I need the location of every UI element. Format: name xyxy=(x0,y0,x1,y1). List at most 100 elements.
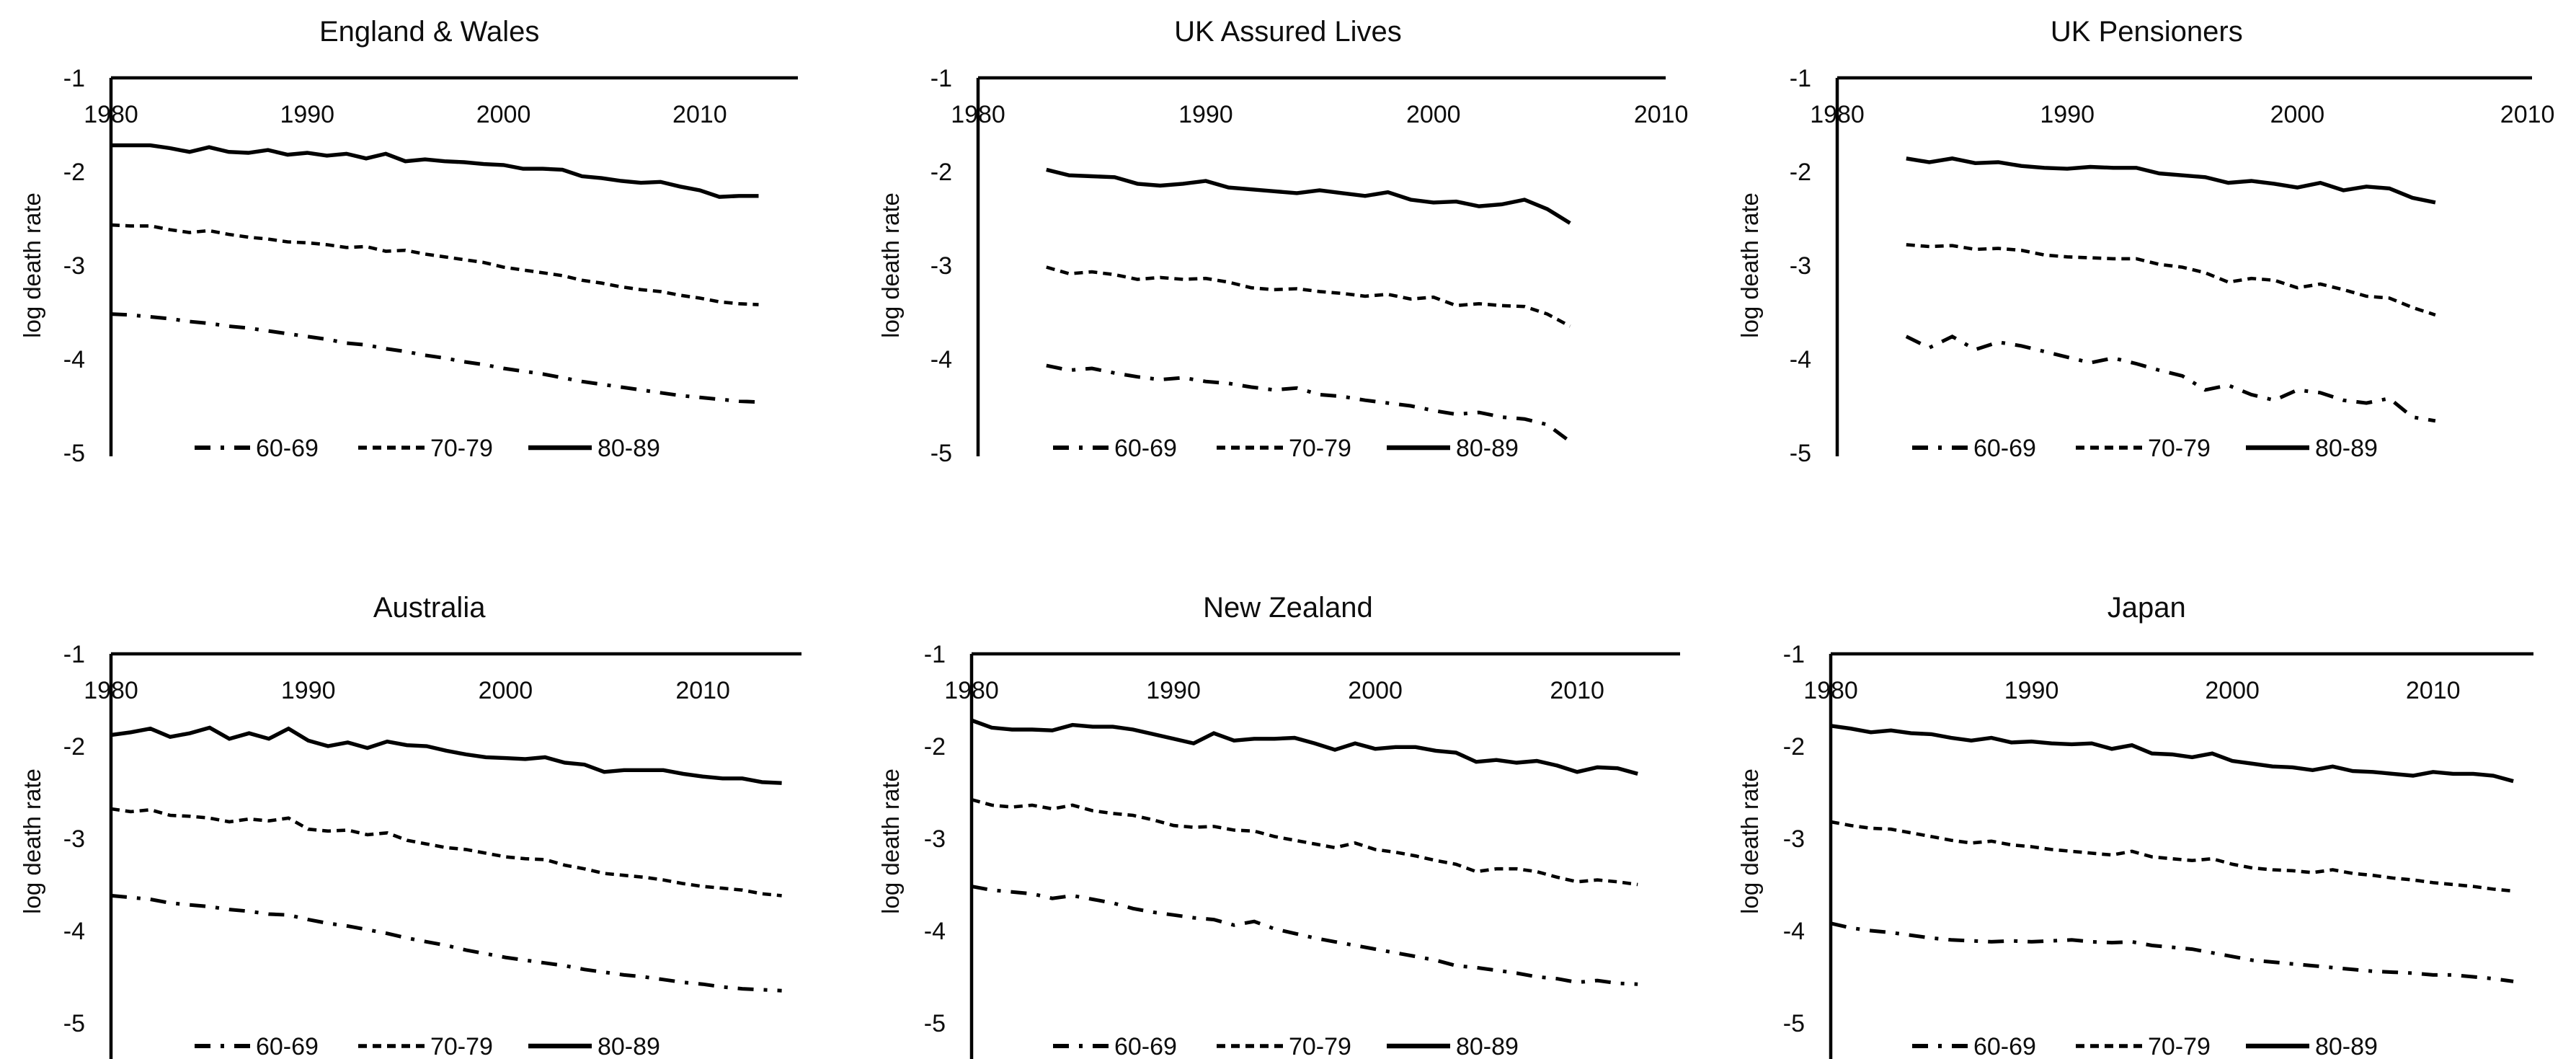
legend-label: 80-89 xyxy=(598,1032,660,1059)
y-tick-label: -4 xyxy=(63,917,85,944)
y-axis-title: log death rate xyxy=(877,192,904,338)
y-tick-label: -3 xyxy=(1782,825,1804,852)
y-tick-label: -1 xyxy=(63,641,85,668)
x-tick-label: 2010 xyxy=(1634,101,1689,128)
legend-label: 70-79 xyxy=(430,435,493,462)
y-tick-label: -2 xyxy=(1782,733,1804,761)
plot-area: -1 -2 -3 -4 -5 1980 1990 2000 2010 log death rate… xyxy=(1736,641,2533,1059)
chart-new-zealand: New Zealand -1 -2 -3 -4 -5 1980 1990 2000 2010 lo… xyxy=(858,530,1717,1059)
y-tick-label: -1 xyxy=(63,65,85,92)
x-tick-label: 1990 xyxy=(280,101,334,128)
y-tick-label: -3 xyxy=(63,252,85,280)
x-tick-label: 2000 xyxy=(476,101,531,128)
legend-label: 60-69 xyxy=(256,435,319,462)
x-tick-label: 2010 xyxy=(675,677,730,704)
legend-label: 70-79 xyxy=(430,1032,493,1059)
series-line-60-69 xyxy=(110,893,782,993)
chart-title: UK Assured Lives xyxy=(1174,16,1402,48)
x-tick-label: 2000 xyxy=(2205,677,2260,704)
y-tick-label: -4 xyxy=(924,917,946,944)
series-line-60-69 xyxy=(1830,921,2514,983)
x-tick-label: 1980 xyxy=(951,101,1005,128)
legend-label: 60-69 xyxy=(1114,435,1177,462)
y-tick-label: -4 xyxy=(1782,917,1804,944)
x-tick-label: 1990 xyxy=(2040,101,2095,128)
series-line-70-79 xyxy=(1906,243,2436,317)
series-line-80-89 xyxy=(110,725,782,785)
x-tick-label: 2010 xyxy=(672,101,727,128)
x-tick-label: 1990 xyxy=(1147,677,1202,704)
x-tick-label: 2000 xyxy=(479,677,533,704)
series-line-80-89 xyxy=(971,718,1639,776)
y-tick-label: -1 xyxy=(924,641,946,668)
y-tick-label: -5 xyxy=(931,440,952,467)
y-tick-label: -3 xyxy=(63,825,85,852)
x-tick-label: 2010 xyxy=(2500,101,2554,128)
legend-label: 60-69 xyxy=(1114,1032,1177,1059)
chart-japan: Japan -1 -2 -3 -4 -5 1980 1990 2000 2010 log deat… xyxy=(1718,530,2576,1059)
legend-label: 70-79 xyxy=(2148,1032,2211,1059)
legend-label: 80-89 xyxy=(1456,1032,1519,1059)
legend-label: 70-79 xyxy=(1289,435,1351,462)
chart-uk-assured-lives: UK Assured Lives -1 -2 -3 -4 -5 1980 1990 2000 2… xyxy=(858,0,1717,530)
chart-title: UK Pensioners xyxy=(2050,16,2243,48)
y-tick-label: -5 xyxy=(1789,440,1811,467)
legend-label: 60-69 xyxy=(1973,435,2036,462)
series-line-60-69 xyxy=(110,312,759,404)
y-tick-label: -4 xyxy=(931,346,952,373)
x-tick-label: 2000 xyxy=(1406,101,1461,128)
series-line-60-69 xyxy=(971,884,1638,986)
plot-area: -1 -2 -3 -4 -5 1980 1990 2000 2010 log death rate… xyxy=(19,641,801,1059)
y-axis-title: log death rate xyxy=(1736,192,1763,338)
series-line-70-79 xyxy=(1046,265,1571,328)
legend-label: 80-89 xyxy=(598,435,660,462)
chart-australia: Australia -1 -2 -3 -4 -5 1980 1990 2000 2010 log … xyxy=(0,530,858,1059)
series-line-70-79 xyxy=(1830,820,2513,892)
y-tick-label: -5 xyxy=(1782,1009,1804,1037)
y-tick-label: -3 xyxy=(931,252,952,280)
series-line-70-79 xyxy=(971,797,1638,886)
y-tick-label: -2 xyxy=(63,733,85,761)
legend-label: 80-89 xyxy=(1456,435,1519,462)
y-tick-label: -3 xyxy=(1789,252,1811,280)
series-line-60-69 xyxy=(1046,363,1572,443)
y-tick-label: -1 xyxy=(1789,65,1811,92)
x-tick-label: 1980 xyxy=(84,101,138,128)
y-axis-title: log death rate xyxy=(19,768,45,914)
y-tick-label: -1 xyxy=(1782,641,1804,668)
legend-label: 80-89 xyxy=(2315,1032,2378,1059)
y-tick-label: -2 xyxy=(63,159,85,186)
y-tick-label: -2 xyxy=(931,159,952,186)
y-tick-label: -5 xyxy=(63,1009,85,1037)
x-tick-label: 2000 xyxy=(1349,677,1403,704)
y-axis-title: log death rate xyxy=(1736,768,1763,914)
plot-area: -1 -2 -3 -4 -5 1980 1990 2000 2010 log death rate… xyxy=(877,65,1689,467)
chart-england-wales: England & Wales -1 -2 -3 -4 -5 1980 1990 2000 20… xyxy=(0,0,858,530)
legend-label: 70-79 xyxy=(2148,435,2211,462)
x-tick-label: 1990 xyxy=(2004,677,2058,704)
y-tick-label: -2 xyxy=(1789,159,1811,186)
chart-title: Australia xyxy=(373,591,486,624)
x-tick-label: 2010 xyxy=(1550,677,1605,704)
y-tick-label: -4 xyxy=(1789,346,1811,373)
x-tick-label: 1980 xyxy=(84,677,138,704)
legend-label: 80-89 xyxy=(2315,435,2378,462)
x-tick-label: 1980 xyxy=(944,677,999,704)
y-axis-title: log death rate xyxy=(877,768,904,914)
chart-title: England & Wales xyxy=(319,16,540,48)
x-tick-label: 2000 xyxy=(2270,101,2324,128)
y-axis-title: log death rate xyxy=(19,192,45,338)
y-tick-label: -1 xyxy=(931,65,952,92)
legend-label: 60-69 xyxy=(1973,1032,2036,1059)
series-line-80-89 xyxy=(110,143,759,199)
series-line-80-89 xyxy=(1046,167,1572,225)
legend-label: 70-79 xyxy=(1289,1032,1351,1059)
series-line-80-89 xyxy=(1830,723,2514,783)
legend-label: 60-69 xyxy=(256,1032,319,1059)
chart-title: New Zealand xyxy=(1203,591,1373,624)
x-tick-label: 1990 xyxy=(1178,101,1233,128)
y-tick-label: -5 xyxy=(924,1009,946,1037)
y-tick-label: -4 xyxy=(63,346,85,373)
x-tick-label: 1980 xyxy=(1803,677,1858,704)
